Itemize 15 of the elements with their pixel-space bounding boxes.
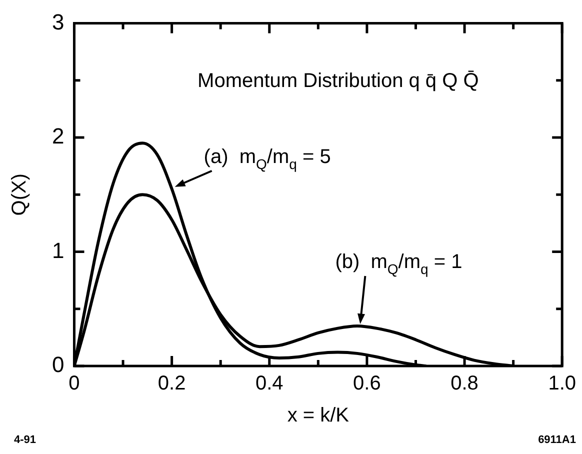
y-tick-label: 1	[52, 238, 64, 263]
x-tick-label: 0.2	[158, 372, 186, 395]
text: Momentum Distribution q q̄ Q Q̄	[198, 70, 479, 92]
y-tick-label: 3	[52, 9, 64, 34]
x-axis-title: x = k/K	[287, 404, 350, 427]
y-axis-title: Q(X)	[8, 173, 31, 216]
x-tick-label: 0.6	[353, 372, 381, 395]
x-tick-label: 1.0	[548, 372, 576, 395]
y-tick-label: 0	[52, 352, 64, 378]
text: 6911A1	[538, 434, 576, 446]
x-tick-label: 0.8	[450, 372, 478, 395]
x-tick-label: 0	[68, 372, 80, 395]
x-tick-label: 0.4	[255, 372, 284, 395]
y-tick-label: 2	[52, 124, 64, 149]
text: 4-91	[14, 434, 36, 446]
